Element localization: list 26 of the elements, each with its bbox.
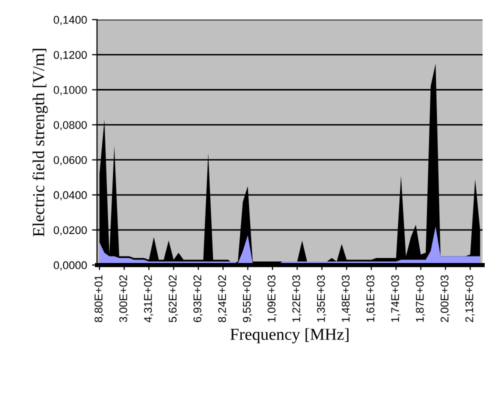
x-axis-title: Frequency [MHz] <box>230 328 348 344</box>
x-tick-label: 9,55E+02 <box>242 275 252 322</box>
x-tick-label: 1,09E+03 <box>268 275 277 322</box>
x-tick-label: 4,31E+02 <box>144 275 154 322</box>
x-tick-label: 6,93E+02 <box>193 275 203 322</box>
y-tick-label: 0,0400 <box>54 191 87 200</box>
x-tick-label: 5,62E+02 <box>168 275 178 322</box>
x-tick-label: 8,24E+02 <box>218 275 228 322</box>
x-tick-label: 8,80E+01 <box>94 275 104 322</box>
y-axis-title: Electric field strength [V/m] <box>32 48 48 236</box>
x-tick-label: 1,35E+03 <box>317 275 326 322</box>
x-tick-label: 1,87E+03 <box>416 275 426 322</box>
x-tick-label: 1,61E+03 <box>366 275 376 322</box>
x-tick-label: 1,48E+03 <box>342 275 351 322</box>
x-tick-label: 2,13E+03 <box>465 275 475 322</box>
y-tick-label: 0,1000 <box>54 86 87 96</box>
x-tick-label: 1,22E+03 <box>292 275 302 322</box>
y-tick-label: 0,1200 <box>54 50 87 60</box>
x-tick-label: 2,00E+03 <box>440 275 450 322</box>
x-tick-label: 1,74E+03 <box>391 275 400 322</box>
y-tick-label: 0,0800 <box>54 121 87 130</box>
y-tick-label: 0,0000 <box>54 261 87 270</box>
x-tick-label: 3,00E+02 <box>119 275 128 322</box>
y-tick-label: 0,1400 <box>54 16 87 26</box>
y-tick-label: 0,0600 <box>54 156 87 166</box>
y-tick-label: 0,0200 <box>54 226 87 236</box>
